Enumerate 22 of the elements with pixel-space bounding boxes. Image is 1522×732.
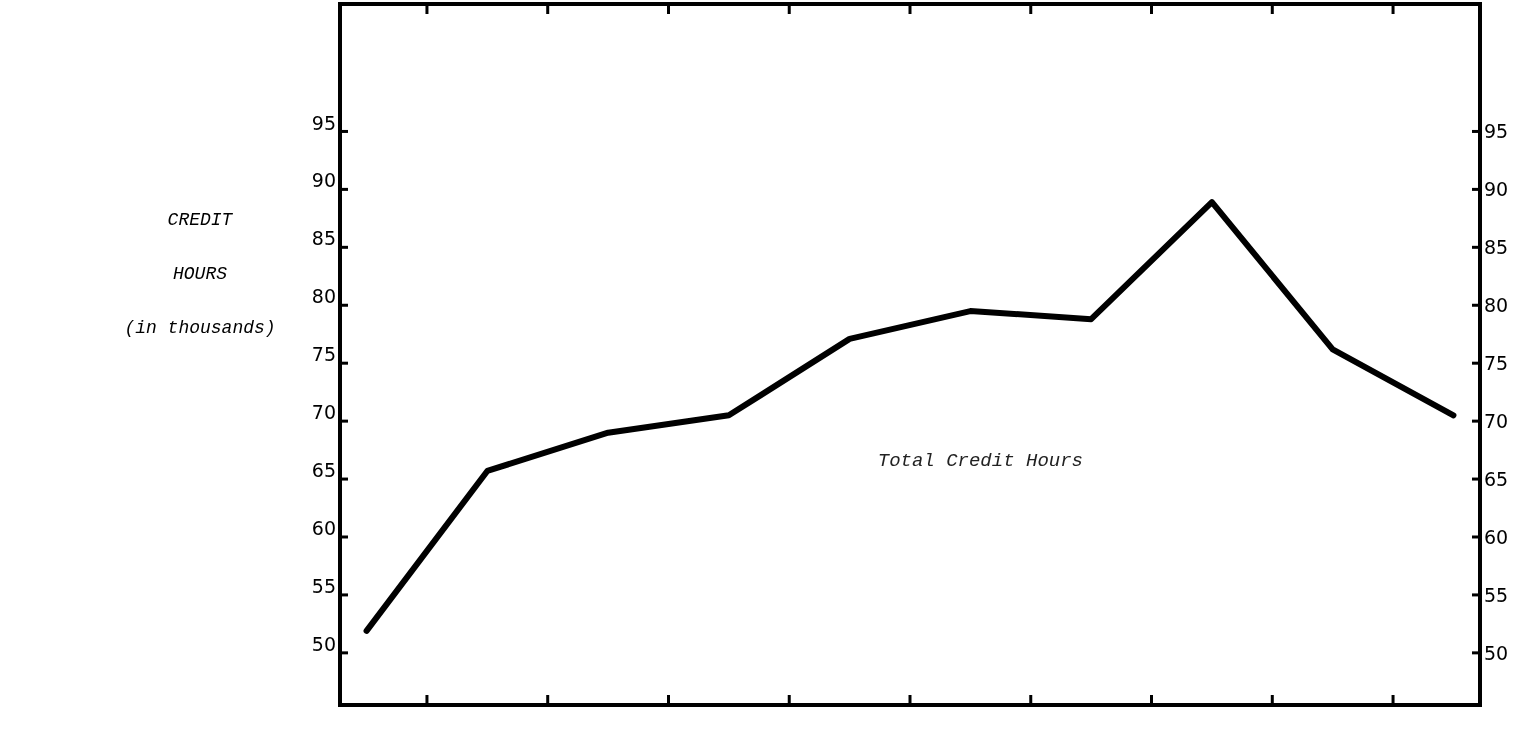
y2-tick-label: 70	[1484, 409, 1509, 432]
y-tick-label: 70	[311, 401, 336, 424]
y-tick-label: 95	[311, 111, 336, 134]
text: CREDIT HOURS (in thousands)	[124, 210, 276, 339]
y-tick-label: 80	[311, 285, 336, 308]
y2-tick-label: 80	[1484, 293, 1509, 316]
y2-tick-label: 65	[1484, 467, 1509, 490]
y-tick-label: 65	[311, 459, 336, 482]
y-tick-label: 85	[311, 227, 336, 250]
text: Total Credit Hours	[877, 450, 1083, 473]
y-tick-label: 50	[311, 632, 336, 655]
y2-tick-label: 55	[1484, 583, 1509, 606]
y2-tick-label: 85	[1484, 235, 1509, 258]
y-tick-label: 75	[311, 343, 336, 366]
y2-tick-label: 75	[1484, 351, 1509, 374]
y2-tick-label: 50	[1484, 641, 1509, 664]
y-tick-label: 90	[311, 169, 336, 192]
y-tick-label: 55	[311, 575, 336, 598]
y2-tick-label: 95	[1484, 120, 1509, 143]
y-tick-label: 60	[311, 517, 336, 540]
y2-tick-label: 60	[1484, 525, 1509, 548]
y2-tick-label: 90	[1484, 178, 1509, 201]
